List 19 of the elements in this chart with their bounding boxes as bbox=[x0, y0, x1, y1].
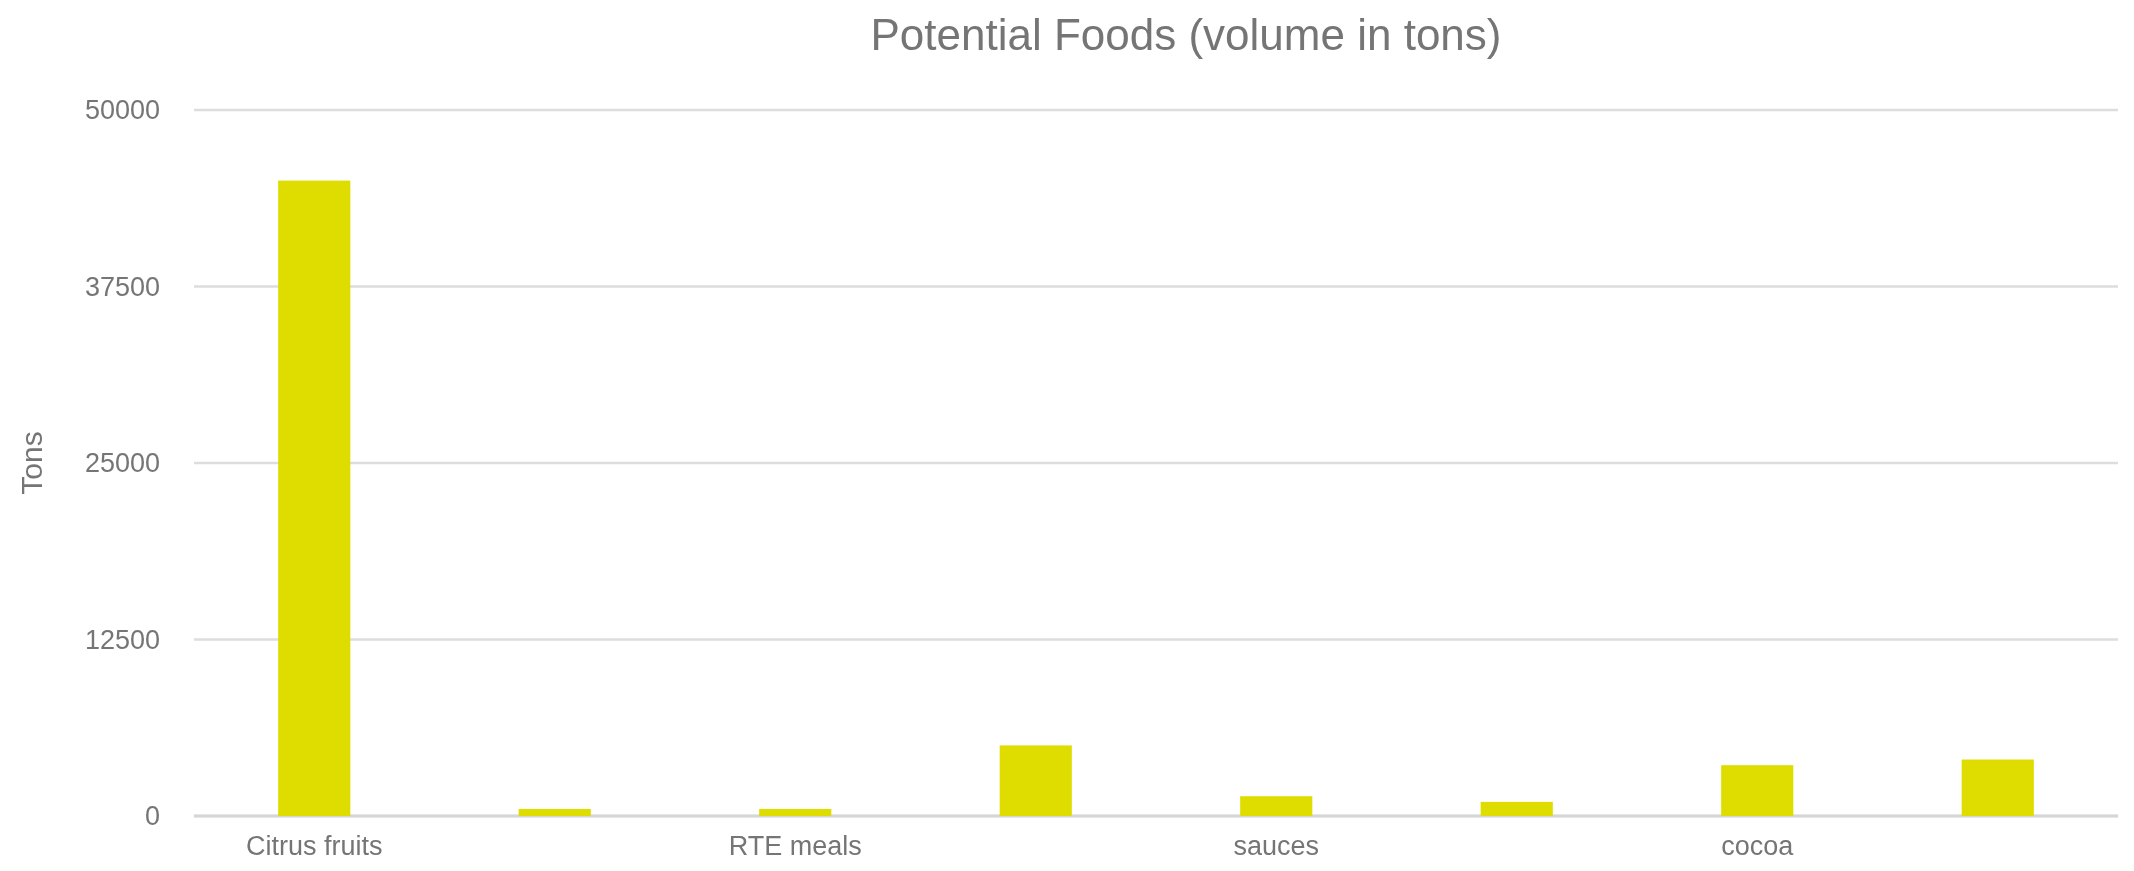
bar bbox=[1961, 759, 2034, 816]
y-tick-label: 25000 bbox=[84, 448, 160, 479]
bar bbox=[1240, 796, 1313, 816]
x-tick-label: cocoa bbox=[1721, 831, 1795, 861]
y-tick-label: 50000 bbox=[84, 95, 160, 126]
bar bbox=[1721, 765, 1794, 816]
x-tick-label: Citrus fruits bbox=[245, 831, 383, 861]
bar bbox=[278, 180, 351, 816]
y-tick-label: 12500 bbox=[84, 624, 160, 655]
bar bbox=[1480, 801, 1553, 816]
chart-title: Potential Foods (volume in tons) bbox=[870, 10, 1502, 59]
y-tick-label: 37500 bbox=[84, 271, 160, 302]
y-axis-title: Tons bbox=[15, 431, 48, 495]
x-tick-label: sauces bbox=[1233, 831, 1320, 861]
bar bbox=[999, 745, 1072, 816]
y-tick-label: 0 bbox=[144, 801, 160, 832]
bar bbox=[518, 808, 591, 816]
x-tick-label: RTE meals bbox=[728, 831, 862, 861]
bar bbox=[759, 808, 832, 816]
